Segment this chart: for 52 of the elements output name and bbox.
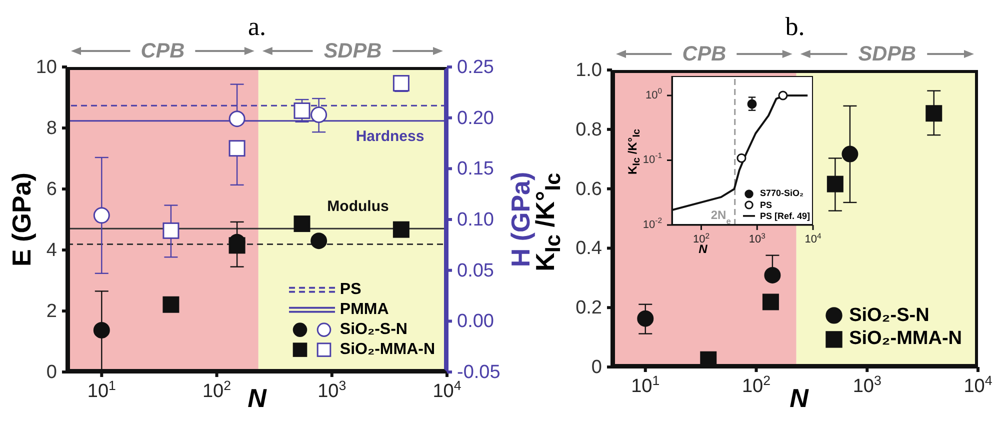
x-tick-label: 10$^{3}$ — [748, 230, 766, 246]
legend-label: SiO₂-MMA-N — [849, 327, 962, 351]
x-axis-title: N — [790, 383, 808, 413]
legend-label: SiO₂-S-N — [340, 320, 408, 340]
y2-tick-label: 0.20 — [457, 107, 494, 128]
y-tick-label: 10$^{-2}$ — [642, 216, 662, 231]
x-tick-label: 10$^{2}$ — [202, 378, 232, 402]
y-tick-label: 4 — [46, 240, 58, 260]
y-tick-label: 10$^{0}$ — [645, 86, 662, 102]
y-tick-label: 0 — [591, 356, 602, 378]
y-tick-label: 0.6 — [576, 178, 602, 200]
y-tick-label: 6 — [46, 178, 57, 200]
band-label: CPB — [682, 42, 726, 66]
x-tick-label: 10$^{4}$ — [964, 372, 992, 398]
legend-label: SiO₂-MMA-N — [340, 340, 435, 360]
legend-label: SiO₂-S-N — [849, 304, 930, 328]
annotation: Hardness — [354, 128, 426, 145]
y2-tick-label: 0.15 — [457, 158, 494, 180]
y2-tick-label: 0.25 — [457, 56, 494, 78]
legend-label: PS — [340, 280, 362, 300]
x-axis-title: N — [248, 383, 266, 413]
y-tick-label: 0.2 — [576, 297, 602, 318]
y-tick-label: 10$^{-1}$ — [642, 151, 662, 166]
band-label: SDPB — [858, 42, 916, 66]
y-tick-label: 10 — [36, 56, 57, 78]
y-tick-label: 1.0 — [576, 60, 602, 80]
chart-title: a. — [248, 12, 266, 41]
chart-title: b. — [784, 12, 806, 42]
y-tick-label: 0.8 — [576, 118, 602, 140]
y2-tick-label: 0.05 — [457, 260, 494, 281]
band-label: CPB — [140, 40, 185, 62]
y2-tick-label: 0.10 — [457, 209, 494, 230]
legend-label: PS [Ref. 49] — [760, 210, 810, 222]
legend-label: PS — [760, 200, 772, 211]
y2-tick-label: 0.00 — [457, 310, 494, 332]
x-tick-label: 10$^{3}$ — [318, 378, 346, 402]
y-tick-label: 0 — [46, 362, 57, 382]
x-tick-label: 10$^{4}$ — [804, 230, 822, 246]
y-tick-label: 0.4 — [576, 238, 602, 259]
y-axis-title: E (GPa) — [6, 172, 38, 269]
x-tick-label: 10$^{4}$ — [432, 378, 462, 402]
x-tick-label: 10$^{1}$ — [631, 372, 660, 398]
ref-line-label: 2N$_{e}$ — [710, 208, 732, 226]
x-tick-label: 10$^{3}$ — [852, 372, 882, 398]
x-tick-label: 10$^{2}$ — [742, 372, 771, 398]
x-tick-label: 10$^{1}$ — [87, 378, 116, 402]
y-tick-label: 2 — [46, 300, 57, 322]
legend-label: PMMA — [340, 300, 389, 320]
legend-label: S770-SiO₂ — [760, 188, 804, 200]
y-tick-label: 8 — [46, 118, 57, 138]
band-label: SDPB — [324, 40, 382, 62]
annotation: Modulus — [326, 198, 390, 215]
